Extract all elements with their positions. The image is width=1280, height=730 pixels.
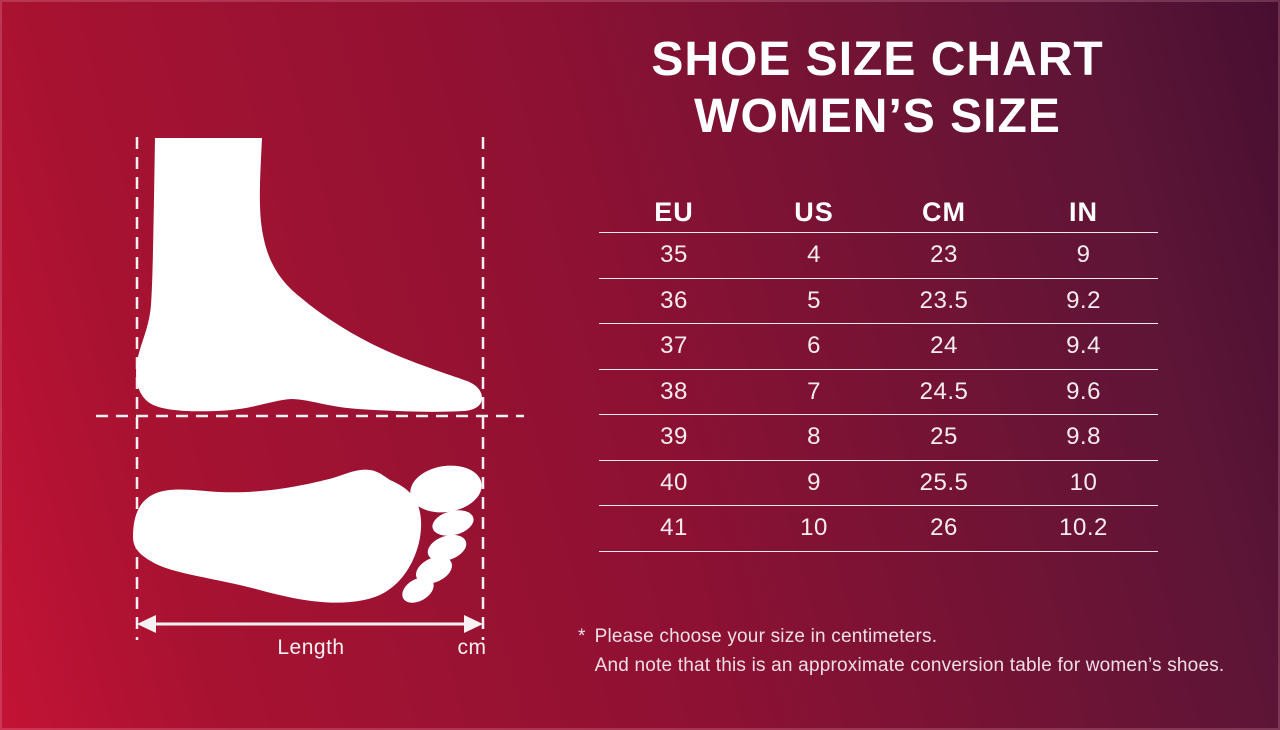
table-cell: 25: [930, 423, 958, 451]
table-cell: 4: [807, 241, 821, 269]
size-conversion-table: EU US CM IN 35 4 23 9 36 5 23.5 9.2 37 6 24 9.4 38 7 2…: [599, 192, 1158, 552]
table-row: 36 5 23.5 9.2: [599, 279, 1158, 324]
table-row: 38 7 24.5 9.6: [599, 370, 1158, 415]
footnote-asterisk: *: [578, 626, 586, 647]
table-cell: 6: [807, 332, 821, 360]
table-cell: 10: [800, 514, 828, 542]
third-toe: [427, 534, 467, 562]
table-cell: 9.4: [1066, 332, 1101, 360]
table-cell: 8: [807, 423, 821, 451]
table-cell: 39: [660, 423, 688, 451]
second-toe: [432, 510, 474, 536]
page-title: SHOE SIZE CHART WOMEN’S SIZE: [595, 31, 1160, 145]
table-row: 41 10 26 10.2: [599, 506, 1158, 552]
column-header-eu: EU: [654, 196, 694, 227]
table-cell: 24: [930, 332, 958, 360]
foot-side-icon: [136, 138, 482, 412]
table-cell: 9: [1076, 241, 1091, 269]
column-header-us: US: [794, 196, 834, 227]
footnote-line-2: And note that this is an approximate con…: [594, 655, 1225, 676]
footnote: * Please choose your size in centimeters…: [578, 622, 1268, 680]
table-cell: 9.2: [1066, 286, 1101, 314]
measurement-diagram: Length cm: [0, 0, 560, 730]
table-row: 35 4 23 9: [599, 233, 1158, 279]
fourth-toe: [415, 556, 453, 584]
table-cell: 7: [807, 377, 821, 405]
cm-unit-label: cm: [457, 636, 487, 659]
table-cell: 23: [930, 241, 958, 269]
dashed-guide-lines: [96, 137, 524, 640]
footnote-line-1: Please choose your size in centimeters.: [594, 626, 938, 647]
little-toe: [402, 577, 434, 603]
table-cell: 9: [807, 468, 821, 496]
table-row: 37 6 24 9.4: [599, 324, 1158, 370]
table-cell: 9.6: [1066, 377, 1101, 405]
title-line-2: WOMEN’S SIZE: [694, 90, 1061, 143]
table-cell: 35: [660, 241, 688, 269]
table-cell: 25.5: [919, 468, 969, 496]
footprint-icon: [133, 465, 482, 603]
table-cell: 24.5: [919, 377, 969, 405]
column-header-in: IN: [1069, 196, 1098, 227]
table-cell: 5: [807, 286, 821, 314]
table-cell: 40: [660, 468, 688, 496]
length-arrow-icon: [137, 615, 483, 633]
table-row: 39 8 25 9.8: [599, 415, 1158, 461]
table-cell: 9.8: [1066, 423, 1101, 451]
table-cell: 26: [930, 514, 958, 542]
footprint-sole: [133, 469, 422, 603]
table-body: 35 4 23 9 36 5 23.5 9.2 37 6 24 9.4 38 7 24.5 9.6 39 8 25 9…: [599, 233, 1158, 552]
table-row: 40 9 25.5 10: [599, 461, 1158, 506]
table-cell: 10: [1069, 468, 1098, 496]
table-cell: 10.2: [1059, 514, 1108, 542]
length-label: Length: [277, 636, 345, 659]
table-cell: 38: [660, 377, 688, 405]
table-cell: 37: [660, 332, 688, 360]
column-header-cm: CM: [922, 196, 966, 227]
table-cell: 41: [660, 514, 688, 542]
footnote-text: Please choose your size in centimeters. …: [595, 622, 1225, 680]
table-header: EU US CM IN: [599, 192, 1158, 233]
table-cell: 23.5: [919, 286, 969, 314]
foot-diagram-svg: [96, 137, 524, 640]
title-line-1: SHOE SIZE CHART: [651, 33, 1104, 86]
big-toe: [410, 465, 482, 513]
table-cell: 36: [660, 286, 688, 314]
